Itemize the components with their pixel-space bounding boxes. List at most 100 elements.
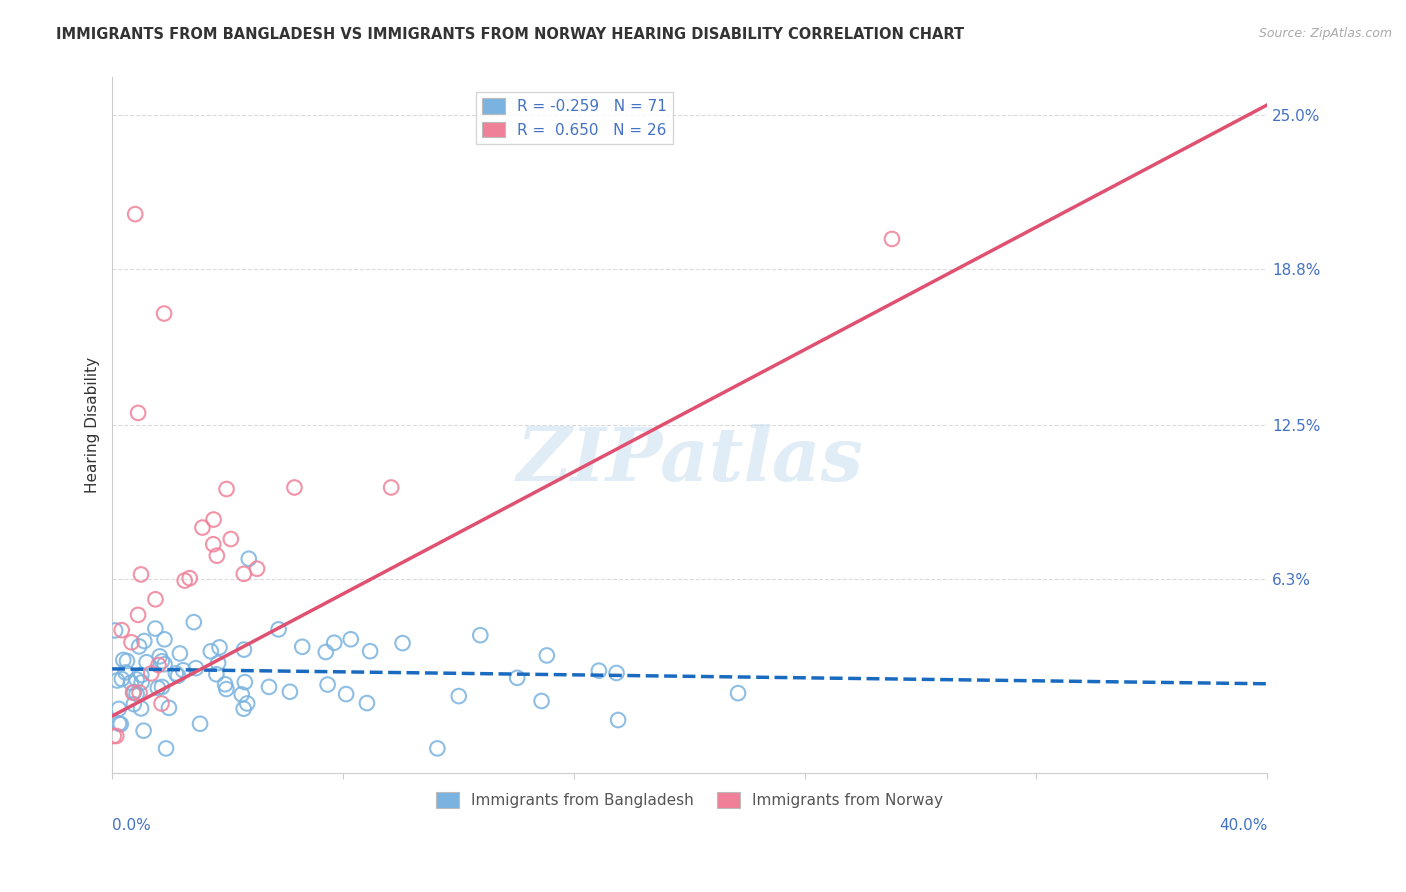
Point: [120, 675, 142, 690]
Point: [128, 686, 150, 700]
Point: [150, 697, 173, 711]
Point: [114, 665, 136, 680]
Point: [183, 615, 205, 629]
Point: [606, 665, 628, 680]
Point: [173, 574, 195, 588]
Text: IMMIGRANTS FROM BANGLADESH VS IMMIGRANTS FROM NORWAY HEARING DISABILITY CORRELAT: IMMIGRANTS FROM BANGLADESH VS IMMIGRANTS…: [56, 27, 965, 42]
Point: [238, 551, 260, 566]
Point: [122, 685, 145, 699]
Point: [153, 306, 176, 320]
Point: [146, 681, 169, 695]
Point: [233, 675, 256, 690]
Point: [141, 666, 163, 681]
Point: [202, 512, 225, 526]
Point: [145, 592, 167, 607]
Point: [110, 717, 132, 731]
Text: Source: ZipAtlas.com: Source: ZipAtlas.com: [1258, 27, 1392, 40]
Point: [356, 696, 378, 710]
Legend: Immigrants from Bangladesh, Immigrants from Norway: Immigrants from Bangladesh, Immigrants f…: [430, 786, 949, 814]
Point: [122, 697, 145, 711]
Point: [339, 632, 361, 647]
Point: [215, 482, 238, 496]
Point: [150, 680, 173, 694]
Point: [283, 480, 305, 494]
Point: [129, 701, 152, 715]
Point: [880, 232, 903, 246]
Point: [380, 480, 402, 494]
Text: ZIPatlas: ZIPatlas: [516, 424, 863, 496]
Point: [108, 716, 131, 731]
Point: [232, 702, 254, 716]
Point: [236, 697, 259, 711]
Point: [153, 632, 176, 647]
Point: [232, 566, 254, 581]
Point: [172, 663, 194, 677]
Point: [588, 664, 610, 678]
Point: [125, 687, 148, 701]
Point: [214, 677, 236, 691]
Text: 40.0%: 40.0%: [1219, 818, 1267, 833]
Point: [188, 716, 211, 731]
Point: [267, 623, 290, 637]
Point: [105, 729, 128, 743]
Point: [447, 689, 470, 703]
Text: 0.0%: 0.0%: [112, 818, 150, 833]
Point: [391, 636, 413, 650]
Point: [131, 675, 153, 690]
Point: [132, 723, 155, 738]
Point: [208, 640, 231, 655]
Point: [316, 677, 339, 691]
Point: [129, 567, 152, 582]
Point: [112, 653, 135, 667]
Point: [323, 636, 346, 650]
Point: [335, 687, 357, 701]
Point: [233, 642, 256, 657]
Point: [231, 687, 253, 701]
Point: [257, 680, 280, 694]
Point: [143, 622, 166, 636]
Point: [191, 520, 214, 534]
Point: [127, 406, 149, 420]
Point: [165, 666, 187, 681]
Point: [530, 694, 553, 708]
Point: [179, 571, 201, 585]
Point: [219, 532, 242, 546]
Point: [205, 667, 228, 681]
Point: [607, 713, 630, 727]
Point: [111, 672, 134, 686]
Point: [426, 741, 449, 756]
Point: [150, 654, 173, 668]
Point: [200, 644, 222, 658]
Point: [207, 656, 229, 670]
Point: [103, 729, 125, 743]
Point: [107, 702, 129, 716]
Point: [155, 741, 177, 756]
Point: [315, 645, 337, 659]
Point: [131, 668, 153, 682]
Point: [536, 648, 558, 663]
Point: [506, 671, 529, 685]
Point: [121, 635, 143, 649]
Point: [202, 537, 225, 551]
Y-axis label: Hearing Disability: Hearing Disability: [86, 358, 100, 493]
Point: [153, 657, 176, 672]
Point: [115, 654, 138, 668]
Point: [470, 628, 492, 642]
Point: [291, 640, 314, 654]
Point: [134, 634, 156, 648]
Point: [169, 647, 191, 661]
Point: [167, 669, 190, 683]
Point: [104, 624, 127, 638]
Point: [205, 549, 228, 563]
Point: [727, 686, 749, 700]
Point: [184, 661, 207, 675]
Point: [135, 655, 157, 669]
Point: [278, 685, 301, 699]
Point: [128, 640, 150, 654]
Point: [246, 562, 269, 576]
Point: [127, 607, 149, 622]
Point: [105, 673, 128, 688]
Point: [215, 681, 238, 696]
Point: [157, 701, 180, 715]
Point: [149, 649, 172, 664]
